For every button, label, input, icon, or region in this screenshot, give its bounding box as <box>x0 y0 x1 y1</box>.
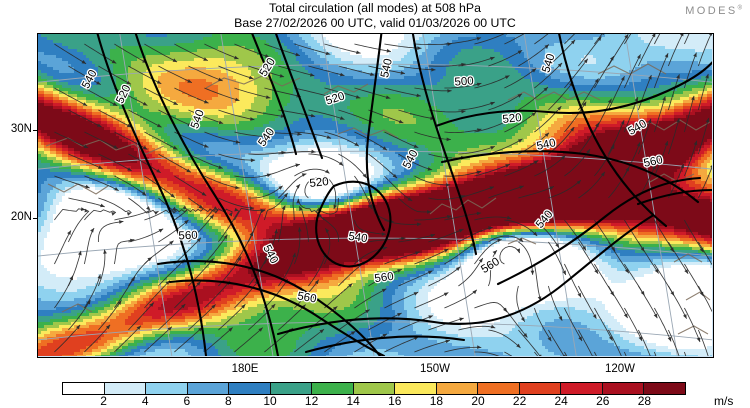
colorbar-swatch-8 <box>395 383 437 394</box>
contour-label-11: 540 <box>534 136 558 154</box>
colorbar-tick-14: 14 <box>338 394 368 408</box>
contour-label-15: 560 <box>177 228 199 243</box>
contour-label-7: 520 <box>308 175 331 192</box>
y-axis-label-1: 20N <box>0 211 32 223</box>
logo-text: MODES <box>685 5 737 17</box>
logo-registered-mark: ® <box>738 5 742 11</box>
chart-title: Total circulation (all modes) at 508 hPa… <box>0 1 750 30</box>
title-line-1: Total circulation (all modes) at 508 hPa <box>0 1 750 16</box>
colorbar-swatch-4 <box>229 383 271 394</box>
colorbar-tick-4: 4 <box>130 394 160 408</box>
colorbar-tick-28: 28 <box>629 394 659 408</box>
contour-label-9: 520 <box>501 111 524 128</box>
colorbar-swatch-5 <box>270 383 313 394</box>
colorbar-tick-20: 20 <box>463 394 493 408</box>
colorbar-swatch-7 <box>353 383 396 394</box>
colorbar-swatch-3 <box>187 383 230 394</box>
colorbar-swatch-14 <box>644 383 685 394</box>
colorbar-tick-24: 24 <box>546 394 576 408</box>
y-axis-label-0: 30N <box>0 123 32 135</box>
colorbar-tick-26: 26 <box>588 394 618 408</box>
contour-label-19: 560 <box>373 269 396 286</box>
height-contours <box>96 34 712 356</box>
colorbar-tick-8: 8 <box>213 394 243 408</box>
colorbar-tick-2: 2 <box>89 394 119 408</box>
title-line-2: Base 27/02/2026 00 UTC, valid 01/03/2026… <box>0 16 750 31</box>
map-plot-area[interactable]: 540 520 540 520 540 520 540 520 500 520 540 540 540 5… <box>37 33 714 358</box>
colorbar-swatch-13 <box>602 383 645 394</box>
streamline-arrows <box>54 34 712 356</box>
contour-label-6: 540 <box>378 56 396 80</box>
contour-label-13: 560 <box>641 153 665 171</box>
colorbar-tick-22: 22 <box>505 394 535 408</box>
colorbar-tick-16: 16 <box>380 394 410 408</box>
colorbar-swatch-0 <box>63 383 105 394</box>
colorbar-swatch-1 <box>104 383 147 394</box>
colorbar-swatch-6 <box>312 383 354 394</box>
colorbar-swatch-9 <box>436 383 479 394</box>
contour-label-8: 500 <box>453 74 476 90</box>
colorbar-tick-6: 6 <box>172 394 202 408</box>
contour-label-18: 560 <box>295 289 319 307</box>
colorbar-swatch-12 <box>561 383 603 394</box>
contour-label-17: 540 <box>346 229 369 246</box>
weather-map-svg: 5405205405205405205405205005205405405405… <box>38 34 712 356</box>
x-axis-label-1: 150W <box>400 363 470 375</box>
colorbar-tick-18: 18 <box>421 394 451 408</box>
colorbar-swatch-10 <box>478 383 520 394</box>
x-axis-label-0: 180E <box>210 363 280 375</box>
windspeed-shading <box>38 34 712 356</box>
colorbar-swatch-11 <box>519 383 562 394</box>
colorbar-tick-12: 12 <box>297 394 327 408</box>
y-axis-tick-0 <box>33 130 38 131</box>
modes-logo: MODES® <box>685 5 742 17</box>
y-axis-tick-1 <box>33 218 38 219</box>
colorbar-unit-label: m/s <box>714 394 733 408</box>
x-axis-label-2: 120W <box>585 363 655 375</box>
colorbar-tick-10: 10 <box>255 394 285 408</box>
colorbar[interactable] <box>62 382 686 395</box>
colorbar-swatch-2 <box>146 383 188 394</box>
